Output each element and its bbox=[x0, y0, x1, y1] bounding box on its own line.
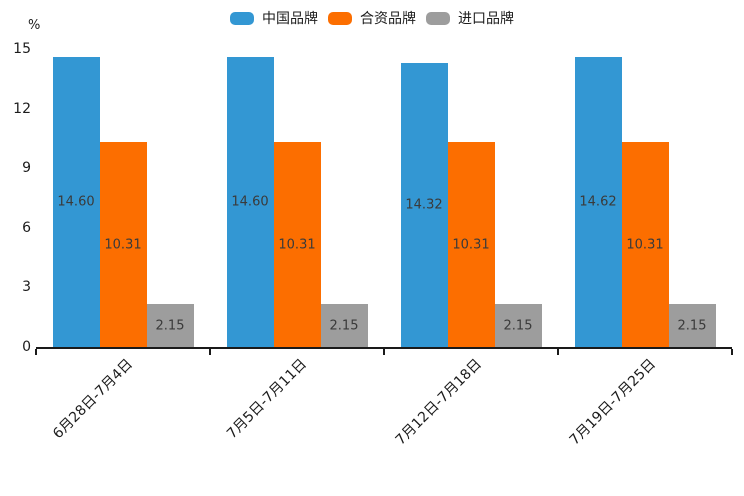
legend-swatch-icon bbox=[328, 11, 352, 25]
legend-item-1[interactable]: 合资品牌 bbox=[328, 8, 416, 28]
bar-中国品牌-0[interactable]: 14.60 bbox=[52, 56, 100, 347]
bar-进口品牌-1[interactable]: 2.15 bbox=[320, 304, 368, 347]
legend-swatch-icon bbox=[230, 11, 254, 25]
y-tick-label: 12 bbox=[13, 100, 31, 117]
x-tick-mark bbox=[209, 349, 211, 355]
bar-中国品牌-1[interactable]: 14.60 bbox=[226, 56, 274, 347]
legend-label: 合资品牌 bbox=[360, 11, 416, 27]
x-tick-mark bbox=[35, 349, 37, 355]
x-tick-label: 7月19日-7月25日 bbox=[566, 356, 659, 449]
bar-value-label: 14.60 bbox=[57, 194, 95, 210]
bar-value-label: 2.15 bbox=[503, 318, 533, 334]
x-tick-mark bbox=[731, 349, 733, 355]
bar-value-label: 10.31 bbox=[626, 237, 664, 253]
bar-进口品牌-0[interactable]: 2.15 bbox=[146, 304, 194, 347]
x-tick-label: 7月5日-7月11日 bbox=[224, 356, 311, 443]
legend-item-0[interactable]: 中国品牌 bbox=[230, 8, 318, 28]
y-tick-label: 3 bbox=[22, 279, 31, 296]
bar-value-label: 10.31 bbox=[452, 237, 490, 253]
x-tick-mark bbox=[557, 349, 559, 355]
legend-label: 中国品牌 bbox=[262, 11, 318, 27]
bar-value-label: 2.15 bbox=[329, 318, 359, 334]
bar-合资品牌-3[interactable]: 10.31 bbox=[621, 142, 669, 347]
y-axis-unit-label: % bbox=[28, 18, 41, 33]
bar-value-label: 14.32 bbox=[405, 197, 443, 213]
x-tick-label: 6月28日-7月4日 bbox=[50, 356, 137, 443]
bar-value-label: 2.15 bbox=[677, 318, 707, 334]
bar-value-label: 14.62 bbox=[579, 194, 617, 210]
bar-中国品牌-3[interactable]: 14.62 bbox=[574, 56, 622, 347]
y-tick-label: 9 bbox=[22, 160, 31, 177]
legend-swatch-icon bbox=[426, 11, 450, 25]
bar-value-label: 10.31 bbox=[278, 237, 316, 253]
bar-合资品牌-2[interactable]: 10.31 bbox=[447, 142, 495, 347]
bar-进口品牌-3[interactable]: 2.15 bbox=[668, 304, 716, 347]
y-tick-label: 0 bbox=[22, 339, 31, 355]
bar-进口品牌-2[interactable]: 2.15 bbox=[494, 304, 542, 347]
bar-合资品牌-0[interactable]: 10.31 bbox=[99, 142, 147, 347]
bar-value-label: 10.31 bbox=[104, 237, 142, 253]
x-tick-mark bbox=[383, 349, 385, 355]
legend-item-2[interactable]: 进口品牌 bbox=[426, 8, 514, 28]
legend: 中国品牌 合资品牌 进口品牌 bbox=[0, 8, 744, 28]
y-tick-label: 15 bbox=[13, 41, 31, 57]
bar-中国品牌-2[interactable]: 14.32 bbox=[400, 62, 448, 347]
plot-area: 14.60 10.31 2.15 14.60 10.31 2.15 14.32 10.31 2.… bbox=[36, 49, 732, 349]
legend-label: 进口品牌 bbox=[458, 11, 514, 27]
bar-合资品牌-1[interactable]: 10.31 bbox=[273, 142, 321, 347]
y-tick-label: 6 bbox=[22, 219, 31, 236]
bar-value-label: 2.15 bbox=[155, 318, 185, 334]
bar-value-label: 14.60 bbox=[231, 194, 269, 210]
x-tick-label: 7月12日-7月18日 bbox=[392, 356, 485, 449]
